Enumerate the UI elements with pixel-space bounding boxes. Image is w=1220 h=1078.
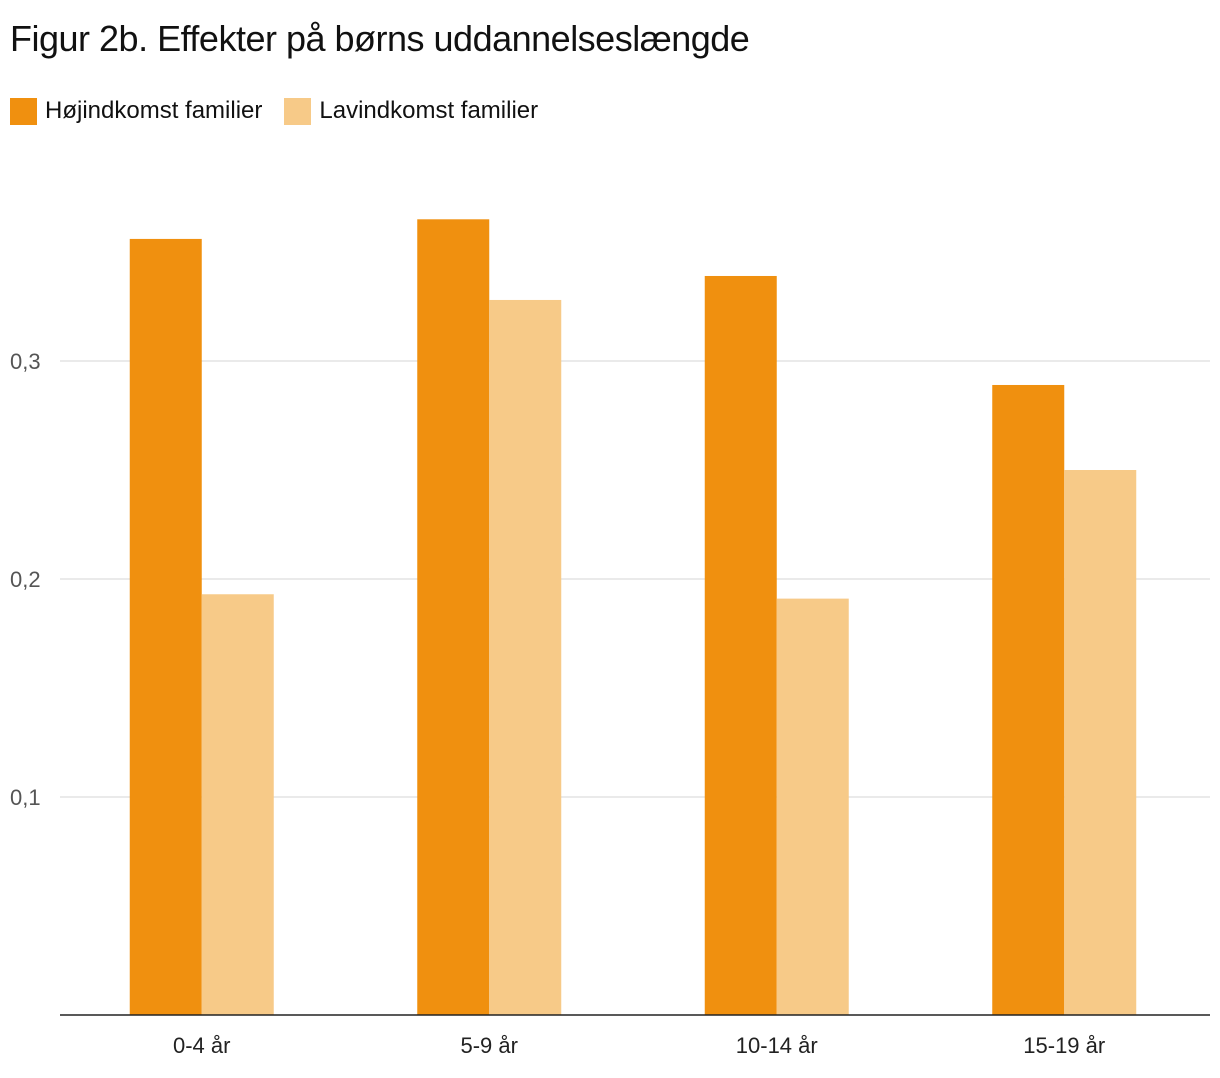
x-tick-label: 15-19 år [1023, 1033, 1105, 1058]
legend-swatch-high-income [10, 97, 37, 125]
x-tick-label: 0-4 år [173, 1033, 230, 1058]
bar [201, 594, 274, 1015]
bar [129, 238, 202, 1016]
bar [776, 598, 849, 1015]
legend-label-low-income: Lavindkomst familier [319, 97, 539, 124]
bar [1064, 470, 1137, 1015]
x-tick-label: 10-14 år [736, 1033, 818, 1058]
legend-item-high-income: Højindkomst familier [10, 97, 262, 125]
legend-label-high-income: Højindkomst familier [45, 97, 263, 124]
x-tick-label: 5-9 år [461, 1033, 518, 1058]
y-tick-label: 0,1 [10, 785, 41, 810]
bar [417, 219, 490, 1016]
bar [992, 384, 1065, 1016]
bar [489, 299, 562, 1016]
legend-swatch-low-income [284, 97, 312, 125]
y-tick-label: 0,3 [10, 349, 41, 374]
chart-title: Figur 2b. Effekter på børns uddannelsesl… [10, 18, 750, 59]
legend-item-low-income: Lavindkomst familier [284, 97, 538, 125]
bar [704, 275, 777, 1016]
y-tick-label: 0,2 [10, 567, 41, 592]
legend: Højindkomst familier Lavindkomst familie… [10, 97, 560, 125]
